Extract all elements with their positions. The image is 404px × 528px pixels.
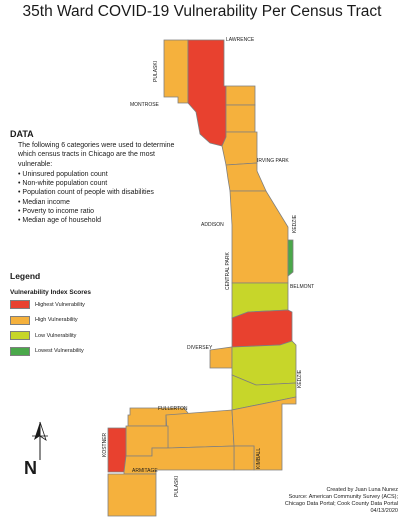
north-arrow-icon: N — [24, 421, 48, 478]
data-category-item: Median age of household — [18, 216, 185, 225]
street-label-central-park: CENTRAL PARK — [225, 252, 231, 290]
data-category-item: Population count of people with disabili… — [18, 188, 185, 197]
tract-t03[interactable] — [225, 85, 256, 106]
legend-label: High Vulnerability — [35, 317, 78, 323]
street-label-diversey: DIVERSEY — [187, 345, 213, 351]
legend-item-lowest: Lowest Vulnerability — [10, 346, 180, 356]
tract-t11[interactable] — [209, 346, 233, 369]
data-category-item: Median income — [18, 198, 185, 207]
legend-label: Highest Vulnerability — [35, 301, 85, 308]
data-heading: DATA — [10, 129, 34, 139]
legend-swatch — [10, 300, 30, 309]
street-label-pulaski-north: PULASKI — [153, 61, 159, 82]
street-label-addison: ADDISON — [201, 222, 224, 228]
data-category-item: Uninsured population count — [18, 170, 185, 179]
legend-label: Low Vulnerability — [35, 332, 77, 339]
tract-t21[interactable] — [107, 473, 157, 517]
street-label-kedzie-north: KEDZIE — [292, 214, 298, 233]
street-label-belmont: BELMONT — [290, 284, 314, 290]
street-label-lawrence: LAWRENCE — [226, 37, 255, 43]
credits-line: Chicago Data Portal; Cook County Data Po… — [284, 501, 398, 507]
tract-t08[interactable] — [287, 239, 294, 277]
street-label-kostner: KOSTNER — [102, 432, 108, 457]
credits-line: Created by Juan Luna Nunez — [326, 487, 398, 493]
tract-t06[interactable] — [225, 162, 267, 192]
legend-swatch — [10, 315, 30, 325]
tract-t01[interactable] — [163, 39, 189, 104]
street-label-kedzie-south: KEDZIE — [297, 369, 303, 388]
street-label-montrose: MONTROSE — [130, 102, 160, 108]
street-label-fullerton: FULLERTON — [158, 406, 188, 412]
legend-label: Lowest Vulnerability — [35, 348, 84, 354]
legend-item-highest: Highest Vulnerability — [10, 300, 180, 309]
map-title: 35th Ward COVID-19 Vulnerability Per Cen… — [22, 3, 382, 20]
street-label-irving-park: IRVING PARK — [257, 158, 289, 164]
map-credits: Created by Juan Luna Nunez Source: Ameri… — [285, 487, 398, 515]
north-arrow-label: N — [24, 458, 37, 478]
street-label-pulaski-south: PULASKI — [174, 476, 180, 497]
legend-swatch — [10, 331, 30, 340]
data-section: DATA The following 6 categories were use… — [10, 129, 185, 226]
tract-t12[interactable] — [231, 340, 297, 386]
legend-item-high: High Vulnerability — [10, 315, 180, 325]
tract-t15[interactable] — [165, 409, 235, 449]
data-category-item: Non-white population count — [18, 179, 185, 188]
data-category-list: Uninsured population count Non-white pop… — [10, 170, 185, 226]
tract-t02[interactable] — [187, 39, 227, 147]
tract-t05[interactable] — [221, 131, 258, 166]
street-label-kimball: KIMBALL — [256, 448, 262, 469]
tract-t20[interactable] — [123, 445, 235, 475]
tract-t10[interactable] — [231, 309, 293, 348]
credits-line: 04/13/2020 — [370, 508, 398, 514]
credits-line: Source: American Community Survey (ACS); — [288, 494, 398, 500]
data-category-item: Poverty to income ratio — [18, 207, 185, 216]
legend-swatch — [10, 346, 30, 356]
tract-t19[interactable] — [107, 427, 127, 473]
legend: Legend Vulnerability Index Scores Highes… — [10, 271, 180, 362]
street-label-armitage: ARMITAGE — [132, 468, 158, 474]
tract-t18[interactable] — [233, 445, 255, 471]
tract-t13[interactable] — [231, 374, 297, 411]
data-intro: The following 6 categories were used to … — [18, 142, 175, 168]
tract-t07[interactable] — [229, 190, 289, 284]
legend-item-low: Low Vulnerability — [10, 331, 180, 340]
tract-t04[interactable] — [225, 104, 256, 133]
legend-heading: Legend — [10, 271, 41, 281]
legend-subtitle: Vulnerability Index Scores — [10, 289, 92, 296]
